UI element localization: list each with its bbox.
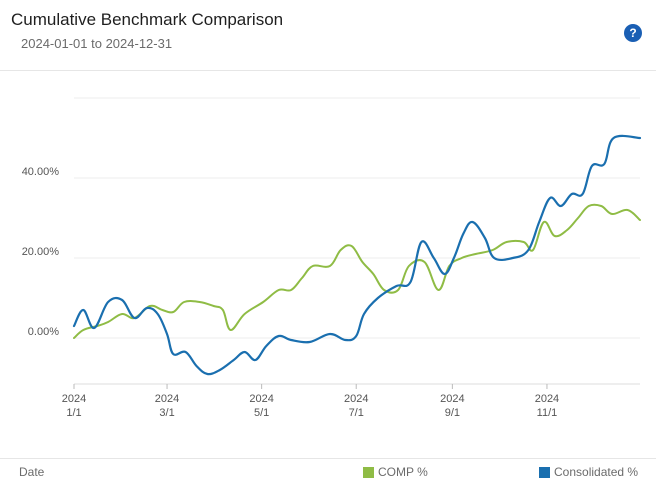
y-tick-label: 40.00%: [22, 166, 60, 178]
x-tick-label: 2024: [155, 393, 179, 405]
legend-swatch-comp: [363, 466, 374, 478]
legend-swatch-consolidated: [539, 466, 550, 478]
x-axis-title: Date: [19, 465, 45, 479]
y-axis-labels: 0.00% 20.00% 40.00%: [22, 166, 60, 338]
line-chart: 0.00%20.00%40.00% 20241/120243/120245/12…: [22, 97, 642, 419]
x-axis-labels: 2024 1/1 2024 3/1 2024 5/1 2024 7/1 2024 9/1 2024 1…: [62, 384, 559, 419]
x-tick-label: 7/1: [349, 407, 364, 419]
footer-divider: [0, 458, 656, 459]
legend-label-comp: COMP %: [378, 465, 428, 479]
x-tick-label: 11/1: [537, 407, 558, 419]
x-tick-label: 2024: [62, 393, 86, 405]
series-layer: [72, 134, 642, 376]
x-tick-label: 3/1: [159, 407, 174, 419]
y-tick-label: 0.00%: [28, 326, 59, 338]
header-divider: [0, 70, 656, 71]
legend-item-comp[interactable]: COMP %: [363, 465, 428, 479]
x-tick-label: 2024: [344, 393, 368, 405]
x-tick-label: 9/1: [445, 407, 460, 419]
x-tick-label: 2024: [249, 393, 273, 405]
y-tick-label: 20.00%: [22, 246, 60, 258]
grid-layer: [74, 97, 640, 385]
chart-title: Cumulative Benchmark Comparison: [11, 10, 284, 29]
x-tick-label: 2024: [440, 393, 464, 405]
legend-label-consolidated: Consolidated %: [554, 465, 639, 479]
question-circle-icon[interactable]: ?: [624, 24, 642, 42]
x-tick-label: 5/1: [254, 407, 269, 419]
legend-item-consolidated[interactable]: Consolidated %: [539, 465, 638, 479]
series-line-consolidated: [72, 134, 642, 376]
x-tick-label: 1/1: [66, 407, 81, 419]
series-line-comp: [73, 203, 641, 339]
x-tick-label: 2024: [535, 393, 559, 405]
chart-subtitle: 2024-01-01 to 2024-12-31: [21, 36, 173, 51]
